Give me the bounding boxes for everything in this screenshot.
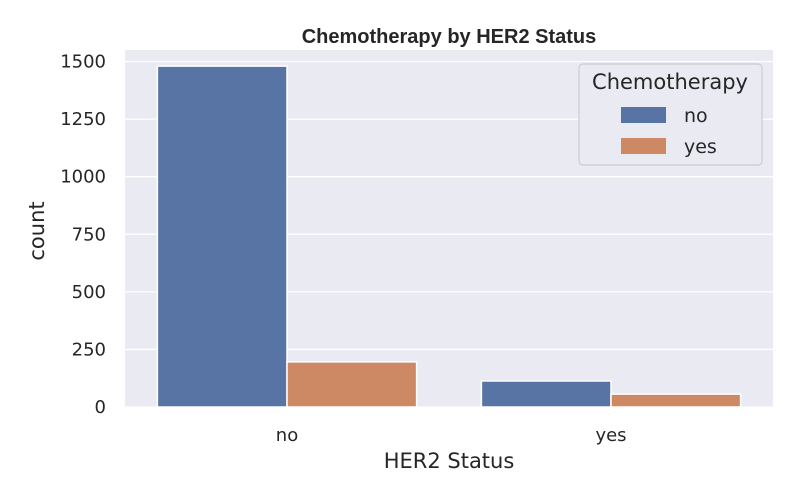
x-axis-title: HER2 Status — [384, 449, 515, 473]
y-tick-label: 250 — [72, 339, 106, 360]
bars — [156, 65, 742, 408]
legend-label-no: no — [684, 105, 708, 127]
y-tick-label: 500 — [72, 282, 106, 303]
bar-yes-yes — [610, 393, 742, 408]
chart-title: Chemotherapy by HER2 Status — [302, 26, 597, 48]
legend-label-yes: yes — [684, 136, 717, 158]
legend-swatch-no — [621, 107, 666, 123]
legend-title: Chemotherapy — [592, 70, 748, 94]
bar-no-no — [156, 65, 288, 408]
y-tick-label: 1000 — [60, 167, 106, 188]
y-axis-title: count — [25, 201, 49, 260]
bar-no-yes — [286, 361, 418, 408]
y-tick-label: 750 — [72, 224, 106, 245]
x-tick-label: yes — [595, 425, 626, 446]
legend-swatch-yes — [621, 138, 666, 154]
legend: Chemotherapy no yes — [578, 63, 763, 166]
bar-yes-no — [480, 380, 612, 408]
x-tick-label: no — [276, 425, 298, 446]
y-tick-labels: 0 250 500 750 1000 1250 1500 — [60, 52, 106, 418]
y-tick-label: 1500 — [60, 52, 106, 73]
y-tick-label: 0 — [95, 397, 106, 418]
y-tick-label: 1250 — [60, 109, 106, 130]
x-tick-labels: no yes — [276, 425, 627, 446]
